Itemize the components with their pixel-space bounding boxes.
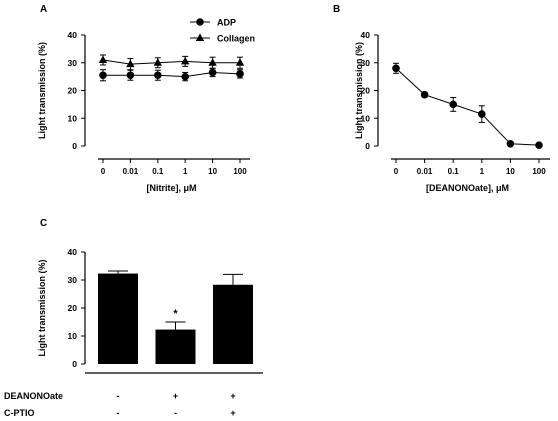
data-point-0-1-3 <box>181 56 190 65</box>
y-tick-label-0-4: 40 <box>68 30 78 40</box>
legend-marker-0-1 <box>195 33 205 41</box>
series-line-0-1 <box>102 59 240 65</box>
data-point-0-0-5 <box>236 70 244 78</box>
data-point-0-1-2 <box>153 58 162 66</box>
y-tick-label-2-0: 0 <box>72 359 77 369</box>
data-point-0-1-4 <box>208 58 217 66</box>
legend-marker-0-0 <box>196 18 204 26</box>
x-tick-label-0-4: 10 <box>208 167 217 176</box>
x-tick-label-0-2: 0.1 <box>152 167 164 176</box>
x-tick-label-1-0: 0 <box>394 167 399 176</box>
condition-sign-1-2: + <box>230 408 235 418</box>
y-tick-label-2-4: 40 <box>68 247 78 257</box>
panel-label-B: B <box>333 4 340 15</box>
legend-label-0-1: Collagen <box>217 34 255 44</box>
legend-label-0-0: ADP <box>217 18 236 28</box>
x-tick-label-0-3: 1 <box>183 167 188 176</box>
data-point-0-0-0 <box>99 71 107 80</box>
y-tick-label-1-2: 20 <box>361 86 371 96</box>
data-point-1-0-1 <box>420 90 429 99</box>
y-axis-title-0: Light transmission (%) <box>37 42 47 139</box>
data-point-0-1-0 <box>98 55 108 63</box>
y-tick-label-0-3: 30 <box>68 58 78 68</box>
y-tick-label-1-0: 0 <box>365 141 370 151</box>
data-point-1-0-0 <box>392 64 400 73</box>
data-point-0-0-2 <box>154 71 162 80</box>
condition-label-1: C-PTIO <box>4 408 35 418</box>
condition-sign-0-1: + <box>173 391 178 401</box>
y-tick-label-1-3: 30 <box>361 58 371 68</box>
bar-annotation-1: * <box>173 308 178 320</box>
y-tick-label-2-1: 10 <box>68 331 78 341</box>
y-axis-title-1: Light transmission (%) <box>354 42 364 139</box>
data-point-0-1-5 <box>235 58 245 66</box>
y-tick-label-0-1: 10 <box>68 113 78 123</box>
panel-label-C: C <box>40 218 47 229</box>
data-point-0-0-4 <box>208 68 217 77</box>
x-tick-label-1-2: 0.1 <box>448 167 460 176</box>
data-point-1-0-4 <box>506 139 515 148</box>
series-line-1-0 <box>395 67 540 146</box>
condition-sign-0-0: - <box>117 391 120 401</box>
y-tick-label-2-2: 20 <box>68 303 78 313</box>
series-line-0-0 <box>103 71 241 78</box>
x-tick-label-0-0: 0 <box>101 167 106 176</box>
data-point-0-0-1 <box>126 71 135 80</box>
condition-sign-1-1: - <box>174 408 177 418</box>
data-point-1-0-3 <box>478 110 486 118</box>
y-axis-title-2: Light transmission (%) <box>37 259 47 356</box>
x-tick-label-0-5: 100 <box>233 167 247 176</box>
y-tick-label-2-3: 30 <box>68 275 78 285</box>
x-tick-label-0-1: 0.01 <box>123 167 139 176</box>
x-tick-label-1-5: 100 <box>532 167 546 176</box>
data-point-1-0-5 <box>535 141 543 149</box>
x-tick-label-1-1: 0.01 <box>417 167 433 176</box>
condition-sign-0-2: + <box>230 391 235 401</box>
bar-1 <box>155 329 196 364</box>
bar-0 <box>98 273 138 364</box>
condition-label-0: DEANONOate <box>4 391 63 401</box>
data-point-1-0-2 <box>449 100 458 109</box>
condition-sign-1-0: - <box>117 408 120 418</box>
panel-label-A: A <box>40 4 47 15</box>
y-tick-label-0-2: 20 <box>68 86 78 96</box>
x-axis-title-0: [Nitrite], μM <box>146 183 196 193</box>
x-tick-label-1-3: 1 <box>480 167 485 176</box>
x-tick-label-1-4: 10 <box>506 167 515 176</box>
bar-2 <box>213 284 253 364</box>
y-tick-label-1-1: 10 <box>361 113 371 123</box>
y-tick-label-0-0: 0 <box>72 141 77 151</box>
data-point-0-1-1 <box>126 59 135 68</box>
x-axis-title-1: [DEANONOate], μM <box>426 183 509 193</box>
y-tick-label-1-4: 40 <box>361 30 371 40</box>
data-point-0-0-3 <box>181 72 189 81</box>
